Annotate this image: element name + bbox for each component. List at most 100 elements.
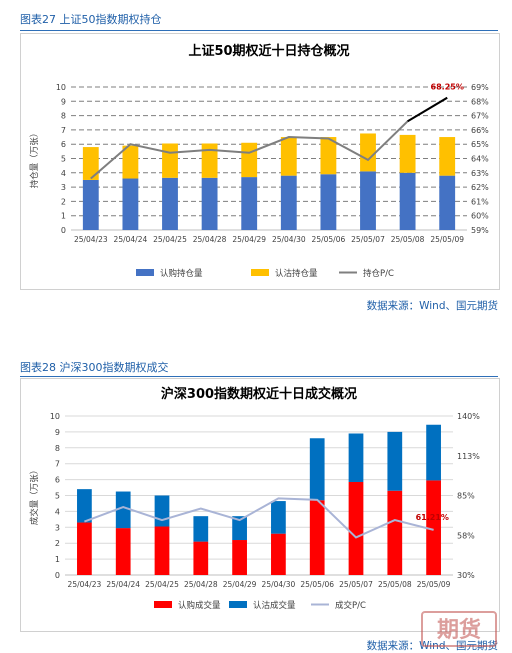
bar-segment-put [280, 137, 297, 176]
y-tick-label: 0 [55, 571, 60, 580]
y2-tick-label: 113% [457, 452, 480, 461]
x-tick-label: 25/04/28 [184, 580, 218, 589]
y-tick-label: 4 [61, 169, 66, 178]
bar-segment-put [309, 438, 325, 501]
y2-tick-label: 60% [471, 212, 489, 221]
legend-swatch-call [154, 601, 172, 608]
y-axis-label: 持仓量（万张） [29, 129, 40, 189]
y-tick-label: 0 [61, 226, 66, 235]
x-tick-label: 25/05/08 [391, 235, 425, 244]
bar-segment-put [387, 431, 403, 491]
y2-tick-label: 64% [471, 155, 489, 164]
pc-ratio-annotation: 68.25% [431, 83, 464, 92]
watermark-stamp: 期货 [421, 611, 497, 647]
x-tick-label: 25/04/28 [193, 235, 227, 244]
y-tick-label: 7 [61, 126, 66, 135]
bar-segment-call [162, 177, 178, 230]
legend-swatch-put [229, 601, 247, 608]
x-tick-label: 25/04/29 [223, 580, 257, 589]
bar-segment-put [360, 133, 376, 172]
bar-segment-put [77, 489, 92, 523]
bar-segment-put [232, 516, 247, 541]
pc-ratio-last-segment [407, 96, 448, 123]
y-tick-label: 2 [61, 197, 66, 206]
y-tick-label: 1 [55, 555, 60, 564]
y-tick-label: 10 [50, 412, 60, 421]
caption-rule-1 [20, 30, 498, 31]
legend-label-pc: 持仓P/C [363, 268, 394, 279]
x-tick-label: 25/05/09 [430, 235, 464, 244]
bar-segment-put [154, 495, 170, 527]
bar-segment-put [426, 424, 441, 481]
x-tick-label: 25/04/24 [114, 235, 148, 244]
pc-ratio-line [90, 96, 448, 180]
figure-caption-2: 图表28 沪深300指数期权成交 [20, 361, 169, 374]
y-tick-label: 8 [55, 444, 60, 453]
x-tick-label: 25/04/24 [106, 580, 140, 589]
y-tick-label: 9 [61, 97, 66, 106]
chart-panel-1: 上证50期权近十日持仓概况 0 1 2 3 4 5 6 7 8 9 10 59% 60% 61% 62% 63%… [20, 33, 500, 290]
y-tick-label: 1 [61, 212, 66, 221]
legend-swatch-call [136, 269, 154, 276]
bar-segment-call [426, 480, 441, 575]
chart-title: 沪深300指数期权近十日成交概况 [161, 386, 357, 402]
bar-segment-call [360, 171, 376, 230]
chart-1-svg: 上证50期权近十日持仓概况 0 1 2 3 4 5 6 7 8 9 10 59% 60% 61% 62% 63%… [29, 43, 489, 279]
y2-tick-label: 58% [457, 531, 475, 540]
legend-label-put: 认沽持仓量 [275, 268, 318, 279]
chart-2-svg: 沪深300指数期权近十日成交概况 0 1 2 3 4 5 6 7 8 9 10 30% 58% 85% 113… [29, 386, 480, 611]
bar-segment-put [348, 433, 364, 482]
x-tick-label: 25/04/29 [232, 235, 266, 244]
bar-segment-put [271, 501, 286, 534]
bar-segment-put [122, 145, 139, 179]
y2-tick-label: 66% [471, 126, 489, 135]
bar-segment-call [439, 175, 456, 230]
y-tick-label: 3 [61, 183, 66, 192]
y-tick-label: 6 [55, 476, 60, 485]
y2-tick-label: 59% [471, 226, 489, 235]
bar-segment-call [241, 177, 258, 230]
x-tick-label: 25/05/09 [417, 580, 451, 589]
watermark-text: 期货 [437, 617, 481, 643]
chart-panel-2: 沪深300指数期权近十日成交概况 0 1 2 3 4 5 6 7 8 9 10 30% 58% 85% 113… [20, 378, 500, 632]
y2-tick-label: 68% [471, 97, 489, 106]
bar-segment-put [320, 137, 337, 175]
y-tick-label: 6 [61, 140, 66, 149]
bar-segment-call [154, 526, 170, 575]
y-tick-label: 4 [55, 507, 60, 516]
y-tick-label: 10 [56, 83, 66, 92]
y-tick-label: 9 [55, 428, 60, 437]
bar-segment-call [399, 172, 416, 230]
y2-tick-label: 62% [471, 183, 489, 192]
bar-segment-call [122, 178, 139, 230]
bar-segment-put [399, 134, 416, 173]
x-tick-label: 25/04/23 [68, 580, 102, 589]
bar-segment-call [201, 177, 218, 230]
bar-segment-put [193, 516, 209, 542]
y-tick-label: 3 [55, 523, 60, 532]
x-tick-label: 25/05/08 [378, 580, 412, 589]
bar-segment-put [439, 137, 456, 176]
x-tick-label: 25/05/07 [351, 235, 385, 244]
legend-label-put: 认沽成交量 [253, 600, 296, 611]
bar-segment-call [115, 528, 131, 575]
legend-label-pc: 成交P/C [335, 600, 366, 611]
legend-label-call: 认购成交量 [178, 600, 221, 611]
y-axis-label: 成交量（万张） [29, 466, 40, 526]
x-tick-label: 25/04/30 [272, 235, 306, 244]
y-tick-label: 2 [55, 539, 60, 548]
bar-segment-call [320, 174, 337, 230]
bar-segment-put [115, 491, 131, 529]
y2-tick-label: 67% [471, 112, 489, 121]
bar-segment-call [232, 540, 247, 575]
bar-segment-put [241, 142, 258, 178]
bar-segment-call [193, 541, 209, 575]
x-tick-label: 25/05/07 [339, 580, 373, 589]
pc-ratio-annotation: 61.21% [416, 513, 449, 522]
y2-tick-label: 61% [471, 197, 489, 206]
bar-segment-call [280, 175, 297, 230]
chart-title: 上证50期权近十日持仓概况 [188, 43, 349, 59]
bar-segment-call [77, 522, 92, 575]
bar-segment-call [309, 500, 325, 575]
y2-tick-label: 63% [471, 169, 489, 178]
